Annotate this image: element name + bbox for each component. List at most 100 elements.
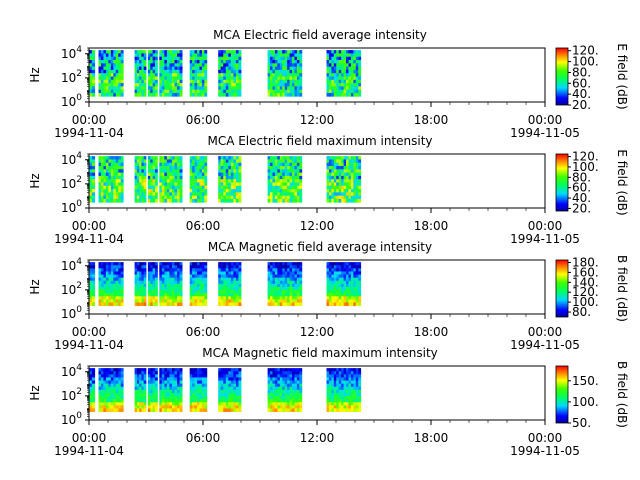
- spectrogram-cell: [98, 86, 102, 91]
- spectrogram-cell: [161, 296, 165, 300]
- spectrogram-cell: [331, 92, 335, 97]
- spectrogram-cell: [228, 192, 232, 197]
- spectrogram-cell: [350, 380, 354, 385]
- colorbar-tick-label: 120.: [572, 44, 599, 58]
- spectrogram-cell: [223, 66, 227, 71]
- spectrogram-cell: [139, 73, 142, 77]
- spectrogram-cell: [284, 156, 288, 160]
- spectrogram-cell: [299, 399, 303, 403]
- spectrogram-cell: [141, 198, 145, 203]
- spectrogram-cell: [100, 389, 104, 394]
- spectrogram-cell: [199, 377, 203, 381]
- spectrogram-cell: [98, 162, 102, 167]
- spectrogram-cell: [233, 290, 237, 294]
- spectrogram-cell: [197, 169, 200, 173]
- spectrogram-cell: [328, 169, 332, 173]
- spectrogram-cell: [270, 86, 273, 91]
- spectrogram-cell: [223, 374, 227, 378]
- spectrogram-cell: [197, 277, 200, 282]
- spectrogram-cell: [348, 83, 352, 87]
- spectrogram-cell: [355, 383, 359, 388]
- spectrogram-cell: [279, 182, 283, 187]
- spectrogram-cell: [274, 296, 278, 300]
- spectrogram-cell: [204, 286, 208, 291]
- spectrogram-cell: [341, 50, 344, 54]
- spectrogram-cell: [174, 268, 178, 272]
- spectrogram-cell: [279, 53, 283, 58]
- spectrogram-cell: [89, 290, 93, 294]
- spectrogram-cell: [192, 371, 195, 375]
- spectrogram-cell: [346, 296, 349, 300]
- spectrogram-cell: [267, 274, 271, 279]
- spectrogram-cell: [100, 89, 104, 94]
- spectrogram-cell: [350, 371, 354, 375]
- spectrogram-cell: [331, 50, 335, 54]
- spectrogram-cell: [287, 374, 290, 378]
- spectrogram-cell: [134, 185, 138, 190]
- spectrogram-cell: [274, 83, 278, 87]
- spectrogram-cell: [110, 302, 114, 306]
- spectrogram-cell: [161, 389, 165, 394]
- spectrogram-cell: [218, 76, 222, 81]
- spectrogram-cell: [277, 185, 281, 190]
- spectrogram-cell: [267, 66, 271, 71]
- spectrogram-cell: [143, 179, 147, 183]
- spectrogram-cell: [358, 92, 362, 97]
- spectrogram-cell: [299, 392, 303, 397]
- spectrogram-cell: [89, 392, 93, 397]
- spectrogram-cell: [189, 296, 193, 300]
- spectrogram-cell: [277, 69, 281, 74]
- spectrogram-cell: [91, 185, 96, 190]
- spectrogram-cell: [274, 166, 278, 170]
- spectrogram-cell: [287, 405, 290, 409]
- spectrogram-cell: [284, 392, 288, 397]
- spectrogram-cell: [343, 396, 347, 400]
- spectrogram-cell: [294, 50, 298, 54]
- spectrogram-cell: [272, 262, 276, 266]
- spectrogram-cell: [113, 389, 117, 394]
- spectrogram-cell: [169, 189, 173, 193]
- spectrogram-cell: [179, 86, 183, 91]
- spectrogram-cell: [279, 192, 283, 197]
- spectrogram-cell: [179, 389, 183, 394]
- spectrogram-cell: [120, 172, 124, 177]
- spectrogram-cell: [350, 377, 354, 381]
- spectrogram-cell: [296, 60, 300, 64]
- spectrogram-cell: [289, 371, 293, 375]
- spectrogram-cell: [152, 73, 156, 77]
- spectrogram-cell: [294, 79, 298, 84]
- spectrogram-cell: [294, 189, 298, 193]
- spectrogram-cell: [228, 169, 232, 173]
- spectrogram-cell: [115, 296, 119, 300]
- spectrogram-cell: [103, 274, 107, 279]
- spectrogram-cell: [287, 169, 290, 173]
- spectrogram-cell: [353, 399, 357, 403]
- spectrogram-cell: [267, 156, 271, 160]
- spectrogram-cell: [233, 396, 237, 400]
- spectrogram-cell: [189, 166, 193, 170]
- spectrogram-cell: [294, 175, 298, 180]
- spectrogram-cell: [333, 389, 337, 394]
- spectrogram-cell: [233, 60, 237, 64]
- spectrogram-cell: [223, 83, 227, 87]
- spectrogram-cell: [282, 89, 286, 94]
- spectrogram-cell: [169, 290, 173, 294]
- spectrogram-cell: [287, 53, 290, 58]
- spectrogram-cell: [108, 399, 112, 403]
- spectrogram-cell: [282, 162, 286, 167]
- spectrogram-cell: [230, 166, 234, 170]
- spectrogram-cell: [282, 290, 286, 294]
- spectrogram-cell: [277, 271, 281, 275]
- spectrogram-cell: [98, 265, 102, 269]
- spectrogram-cell: [204, 302, 208, 306]
- spectrogram-cell: [161, 79, 165, 84]
- spectrogram-cell: [299, 60, 303, 64]
- spectrogram-cell: [199, 198, 203, 203]
- spectrogram-cell: [292, 368, 295, 372]
- spectrogram-cell: [333, 302, 337, 306]
- x-date-label-end: 1994-11-05: [510, 126, 580, 140]
- spectrogram-cell: [201, 265, 205, 269]
- spectrogram-cell: [350, 280, 354, 285]
- spectrogram-cell: [171, 195, 175, 200]
- spectrogram-cell: [326, 195, 330, 200]
